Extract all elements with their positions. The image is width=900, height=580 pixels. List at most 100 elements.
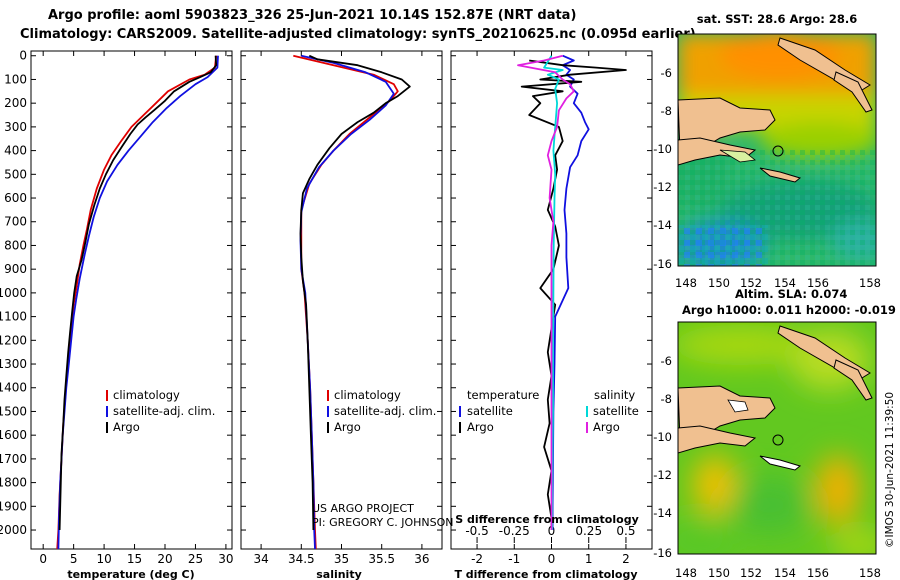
sst-xtick: 148 bbox=[675, 276, 697, 290]
depth-tick-label: 500 bbox=[4, 167, 27, 181]
depth-tick-label: 1000 bbox=[0, 286, 27, 300]
depth-tick-label: 900 bbox=[4, 262, 27, 276]
x-tick-label: 36 bbox=[414, 552, 429, 566]
x-tick-label: 34 bbox=[253, 552, 268, 566]
sst-xtick: 158 bbox=[859, 276, 881, 290]
depth-tick-label: 1400 bbox=[0, 381, 27, 395]
depth-tick-label: 1700 bbox=[0, 452, 27, 466]
difference-panel: -2 -1 0 1 2 -0.5 -0.25 0 0.25 0.5 bbox=[465, 51, 635, 566]
x-tick-label: 2 bbox=[622, 552, 630, 566]
inner-x-tick-label: 0.5 bbox=[616, 524, 635, 538]
title-line-1: Argo profile: aoml 5903823_326 25-Jun-20… bbox=[48, 8, 576, 23]
series-line-climatology bbox=[293, 54, 399, 550]
depth-tick-label: 600 bbox=[4, 191, 27, 205]
depth-tick-label: 0 bbox=[19, 49, 27, 63]
sst-xtick: 152 bbox=[740, 276, 762, 290]
depth-tick-label: 1500 bbox=[0, 404, 27, 418]
sst-ytick: -8 bbox=[661, 104, 672, 118]
x-tick-label: -1 bbox=[508, 552, 520, 566]
temperature-xlabel: temperature (deg C) bbox=[67, 568, 194, 580]
x-tick-label: 34.5 bbox=[288, 552, 315, 566]
legend-label-temp-satellite: satellite bbox=[467, 404, 513, 418]
difference-legend: temperature salinity satellite Argo sate… bbox=[459, 388, 639, 434]
sla-xtick: 156 bbox=[807, 566, 829, 580]
depth-tick-label: 100 bbox=[4, 72, 27, 86]
x-tick-label: 10 bbox=[96, 552, 111, 566]
sla-map-land bbox=[678, 325, 873, 471]
legend-label-sal-argo: Argo bbox=[593, 420, 620, 434]
sla-map-frame bbox=[677, 321, 877, 555]
series-line-satellite-adj-clim- bbox=[57, 55, 219, 550]
legend-title-salinity: salinity bbox=[594, 388, 635, 402]
inner-x-tick-label: -0.5 bbox=[465, 524, 488, 538]
salinity-diff-label: S difference from climatology bbox=[455, 513, 639, 526]
temperature-legend: climatology satellite-adj. clim. Argo bbox=[106, 388, 215, 434]
argo-position-marker bbox=[772, 145, 784, 157]
depth-tick-label: 1900 bbox=[0, 499, 27, 513]
legend-label-temp-argo: Argo bbox=[467, 420, 494, 434]
sla-map-yticks: -6 -8 -10 -12 -14 -16 bbox=[653, 354, 672, 560]
sst-xtick: 156 bbox=[807, 276, 829, 290]
x-tick-label: 15 bbox=[127, 552, 142, 566]
x-tick-label: 0 bbox=[548, 552, 556, 566]
series-line-argo bbox=[299, 54, 411, 531]
x-tick-label: -2 bbox=[471, 552, 483, 566]
legend-label-satellite: satellite-adj. clim. bbox=[113, 404, 215, 418]
sla-xtick: 150 bbox=[708, 566, 730, 580]
legend-title-temperature: temperature bbox=[467, 388, 539, 402]
depth-tick-label: 700 bbox=[4, 215, 27, 229]
legend-label-sal-satellite: satellite bbox=[593, 404, 639, 418]
difference-xlabel: T difference from climatology bbox=[454, 568, 637, 580]
series-line-salinity-argo bbox=[517, 54, 575, 530]
sla-xtick: 148 bbox=[675, 566, 697, 580]
series-line-temperature-argo bbox=[520, 59, 627, 530]
depth-tick-label: 1300 bbox=[0, 357, 27, 371]
depth-tick-label: 1100 bbox=[0, 310, 27, 324]
x-tick-label: 35 bbox=[334, 552, 349, 566]
x-tick-label: 20 bbox=[157, 552, 172, 566]
sst-map-field bbox=[678, 34, 876, 266]
sla-ytick: -10 bbox=[653, 430, 672, 444]
series-line-argo bbox=[58, 55, 218, 531]
sst-ytick: -12 bbox=[653, 180, 672, 194]
sst-ytick: -6 bbox=[661, 66, 672, 80]
depth-tick-label: 300 bbox=[4, 120, 27, 134]
sst-ytick: -10 bbox=[653, 142, 672, 156]
salinity-legend: climatology satellite-adj. clim. Argo bbox=[327, 388, 436, 434]
project-pi: PI: GREGORY C. JOHNSON bbox=[312, 516, 453, 529]
depth-tick-label: 200 bbox=[4, 96, 27, 110]
depth-tick-label: 1600 bbox=[0, 428, 27, 442]
sst-xtick: 150 bbox=[708, 276, 730, 290]
sla-xtick: 152 bbox=[740, 566, 762, 580]
depth-axis: 0 100 200 300 400 500 600 700 800 900 1000 1100 1200… bbox=[0, 49, 652, 537]
sst-map-frame bbox=[677, 33, 877, 267]
sla-map-xticks: 148 150 152 154 156 158 bbox=[675, 566, 881, 580]
x-tick-label: 0 bbox=[39, 552, 47, 566]
title-line-2: Climatology: CARS2009. Satellite-adjuste… bbox=[20, 27, 696, 42]
sla-ytick: -12 bbox=[653, 468, 672, 482]
depth-tick-label: 1800 bbox=[0, 476, 27, 490]
argo-position-marker bbox=[772, 434, 784, 446]
x-tick-label: 1 bbox=[585, 552, 593, 566]
sla-ytick: -16 bbox=[653, 546, 672, 560]
sla-xtick: 158 bbox=[859, 566, 881, 580]
series-line-salinity-satellite bbox=[543, 55, 564, 530]
credit-stamp: ©IMOS 30-Jun-2021 11:39:50 bbox=[884, 392, 896, 548]
sla-map-subtitle: Argo h1000: 0.011 h2000: -0.019 bbox=[682, 303, 896, 317]
depth-tick-label: 1200 bbox=[0, 333, 27, 347]
salinity-xlabel: salinity bbox=[316, 568, 362, 580]
salinity-plot-frame bbox=[240, 50, 443, 550]
temperature-plot-frame bbox=[30, 50, 233, 550]
sst-ytick: -14 bbox=[653, 218, 672, 232]
sst-xtick: 154 bbox=[774, 276, 796, 290]
legend-label-climatology: climatology bbox=[334, 388, 401, 402]
inner-x-tick-label: 0.25 bbox=[575, 524, 602, 538]
depth-tick-label: 400 bbox=[4, 144, 27, 158]
salinity-panel: 34 34.5 35 35.5 36 bbox=[253, 51, 430, 566]
legend-label-argo: Argo bbox=[334, 420, 361, 434]
x-tick-label: 35.5 bbox=[368, 552, 395, 566]
temperature-panel: 0 5 10 15 20 25 30 bbox=[39, 51, 234, 566]
sla-ytick: -6 bbox=[661, 354, 672, 368]
x-tick-label: 25 bbox=[188, 552, 203, 566]
